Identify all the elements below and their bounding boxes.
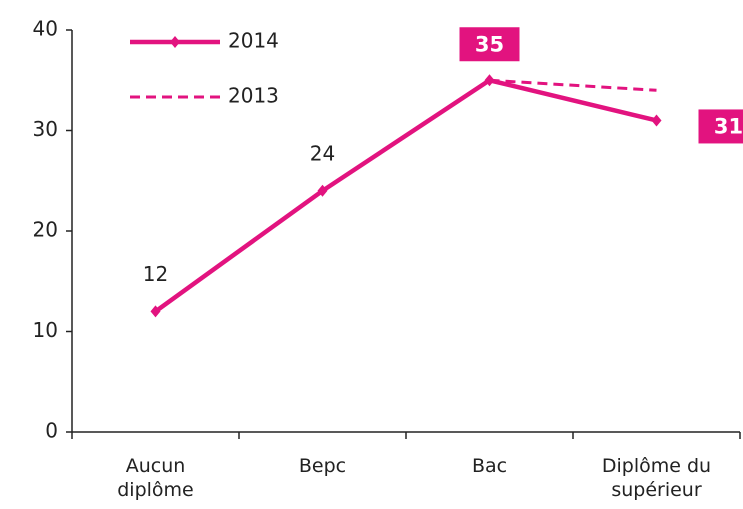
- y-tick-label: 30: [33, 117, 58, 141]
- marker: [317, 184, 328, 197]
- data-label: 31: [714, 114, 743, 138]
- legend-label: 2013: [228, 84, 279, 108]
- data-label-box: [459, 27, 520, 62]
- y-tick-label: 20: [33, 218, 58, 242]
- line: [154, 77, 658, 314]
- x-tick-label: Bac: [471, 455, 508, 477]
- data-label: 35: [475, 32, 504, 56]
- line: [489, 78, 657, 92]
- legend-label: 2014: [228, 29, 279, 53]
- y-tick-label: 0: [45, 419, 58, 443]
- y-tick-label: 10: [33, 318, 58, 342]
- data-label: 12: [143, 262, 168, 286]
- marker: [651, 114, 662, 127]
- data-label: 24: [310, 141, 335, 165]
- legend-marker: [170, 36, 180, 48]
- marker: [150, 305, 161, 318]
- x-tick-label: Aucun diplôme: [117, 455, 194, 501]
- data-label-box: [698, 109, 743, 144]
- x-tick-label: Bepc: [298, 455, 347, 477]
- x-tick-label: Diplôme du supérieur: [601, 455, 712, 501]
- y-tick-label: 40: [33, 17, 58, 41]
